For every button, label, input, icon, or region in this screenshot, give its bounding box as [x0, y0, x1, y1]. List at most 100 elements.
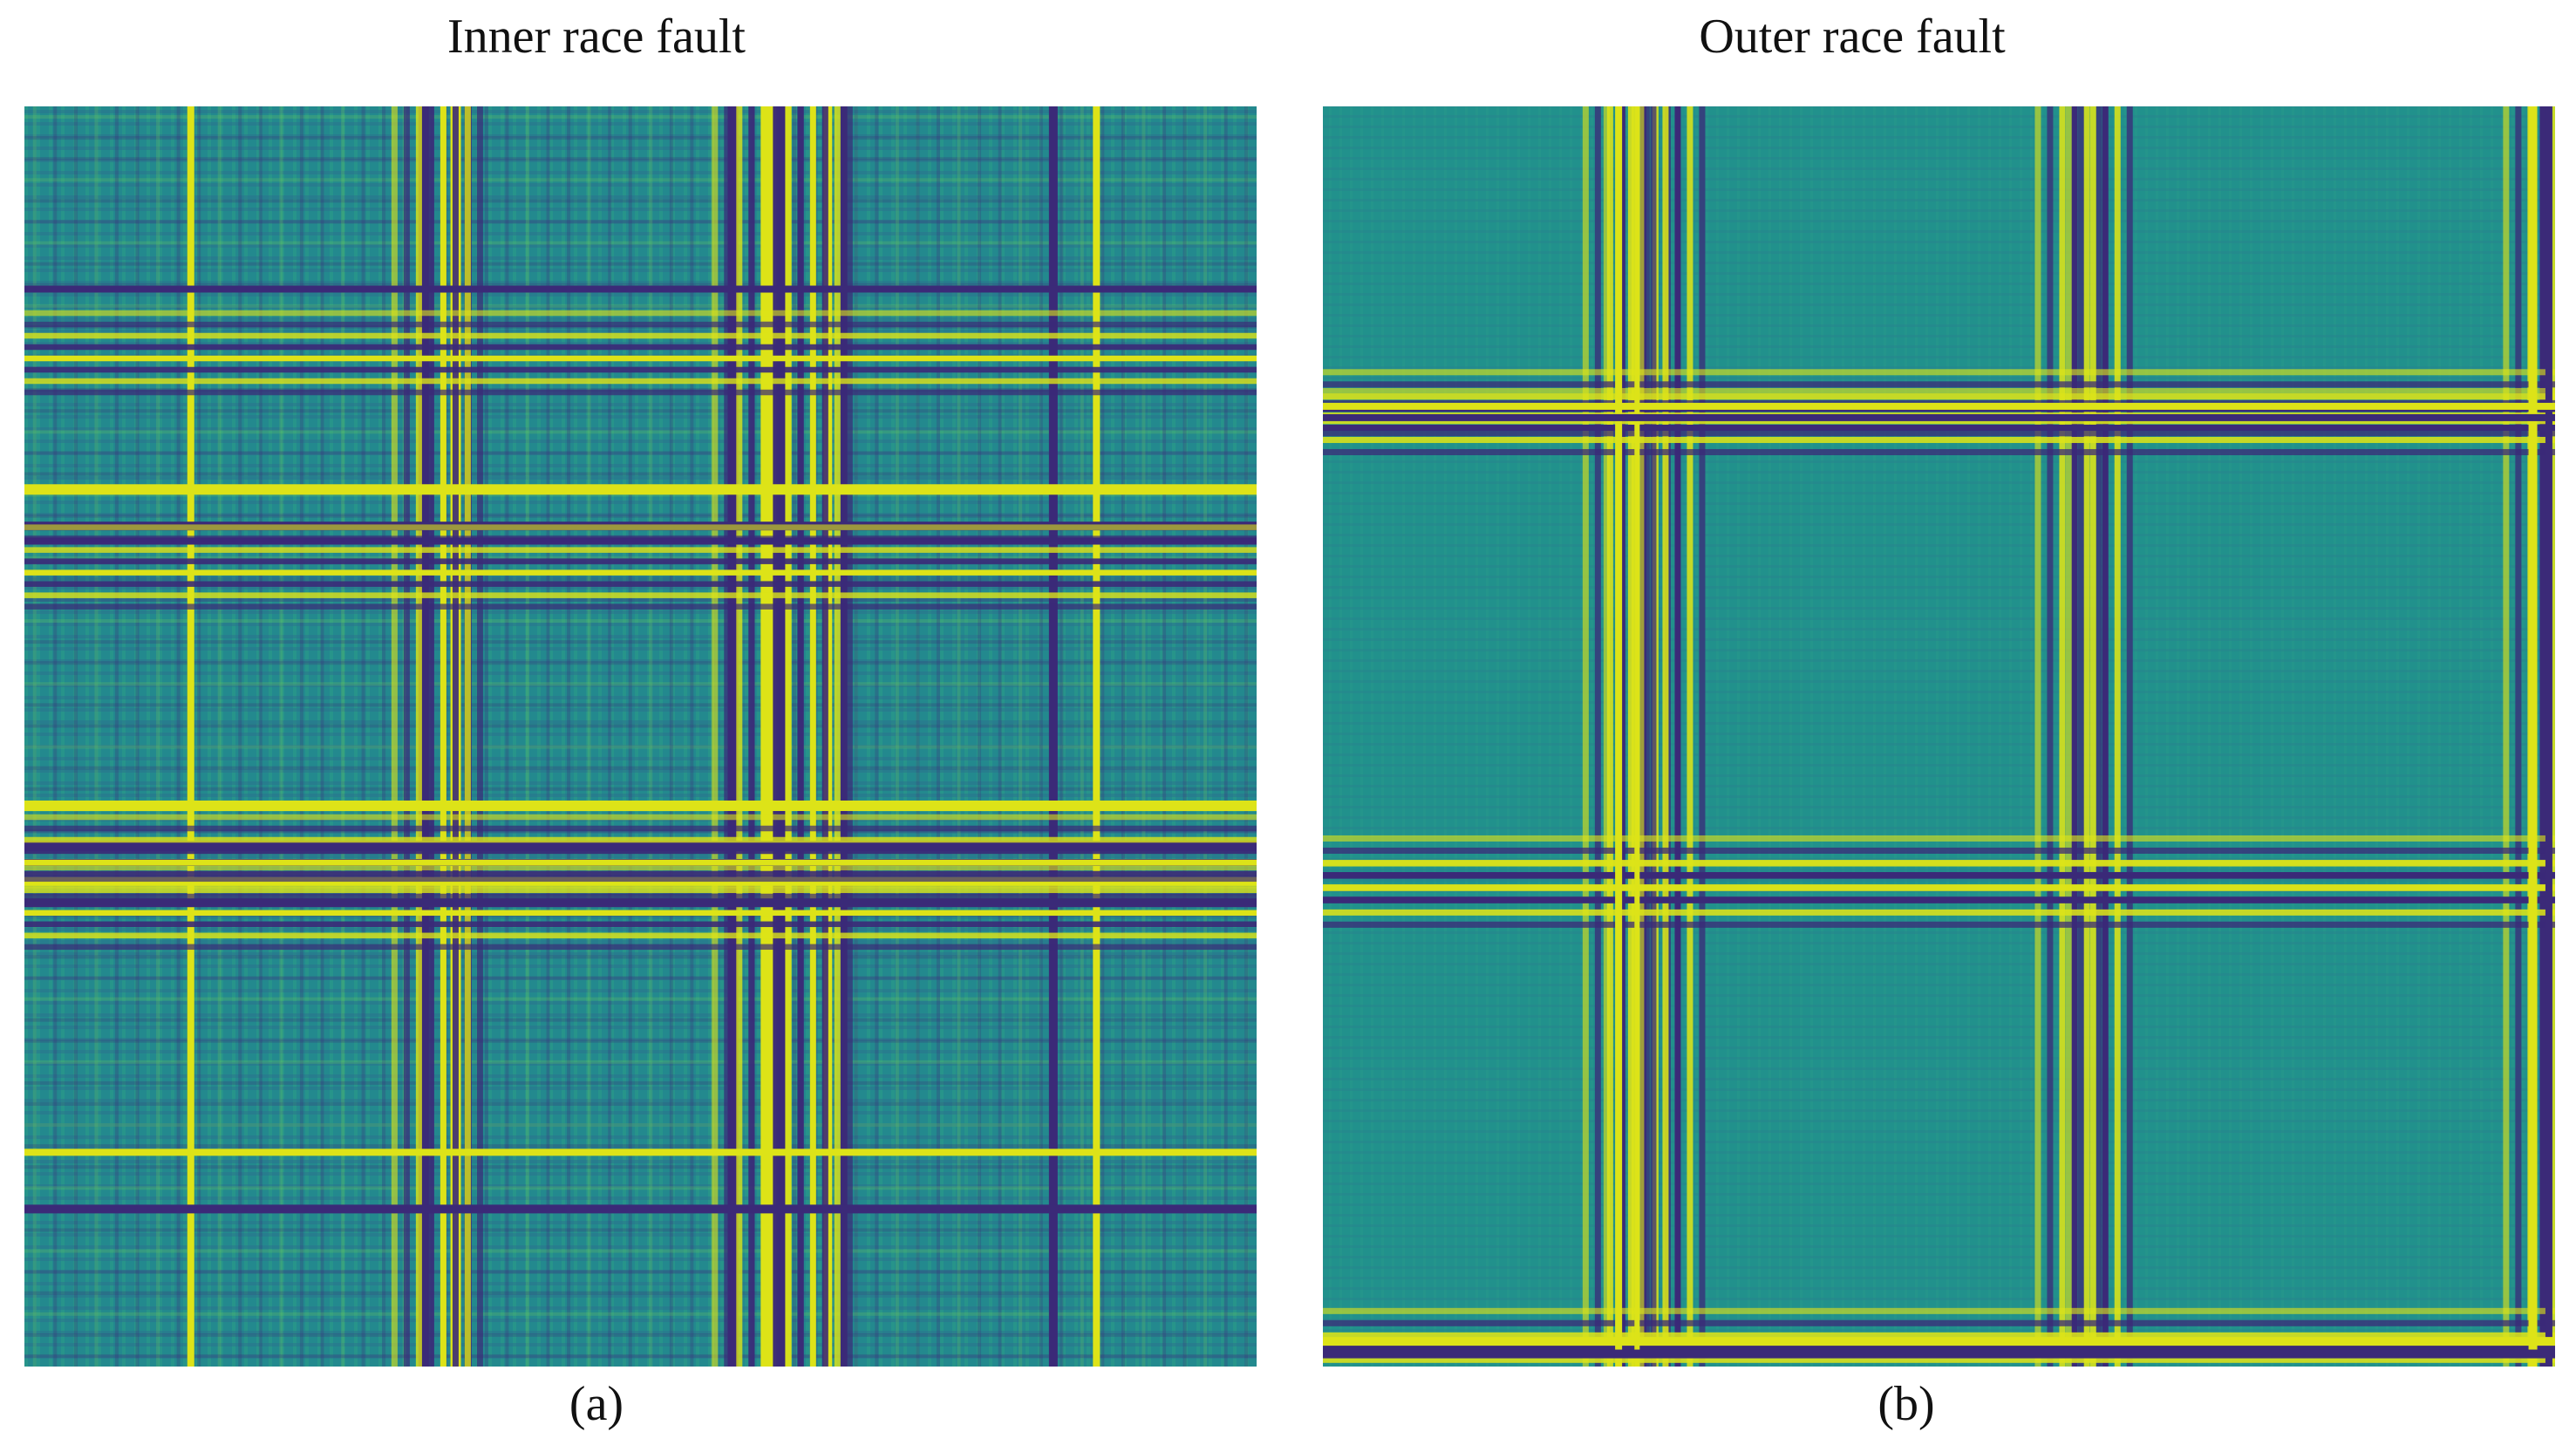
stripe [1323, 1332, 2555, 1339]
stripe [1323, 393, 2555, 400]
stripe [1582, 106, 1589, 1367]
stripe [727, 106, 739, 1367]
stripe [2126, 106, 2133, 1367]
stripe [24, 303, 1257, 308]
stripe [1093, 106, 1101, 1367]
stripe [1141, 106, 1146, 1367]
stripe [2102, 106, 2109, 1367]
stripe [24, 535, 1257, 542]
stripe [809, 106, 816, 1367]
stripe [24, 944, 1257, 951]
stripe [156, 106, 160, 1367]
stripe [361, 106, 365, 1367]
stripe [24, 430, 1257, 434]
stripe [24, 321, 1257, 328]
stripe [1203, 106, 1208, 1367]
stripe [24, 825, 1257, 832]
stripe [24, 703, 1257, 707]
stripe [187, 106, 194, 1367]
stripe [1019, 106, 1023, 1367]
stripe [793, 106, 797, 1367]
stripe [797, 106, 804, 1367]
stripe [24, 921, 1257, 928]
stripe [957, 106, 961, 1367]
stripe [24, 592, 1257, 598]
stripe [114, 106, 119, 1367]
stripe [1323, 448, 2555, 455]
stripe [1323, 387, 2555, 394]
stripe [24, 484, 1257, 495]
stripe [24, 514, 1257, 518]
stripe [24, 1039, 1257, 1043]
stripe [1323, 1344, 2555, 1351]
panel-title: Inner race fault [447, 10, 746, 64]
stripe [1323, 847, 2555, 854]
stripe [2564, 106, 2570, 1367]
stripe [24, 661, 1257, 665]
stripe [24, 932, 1257, 939]
stripe [382, 106, 386, 1367]
stripe [1594, 106, 1601, 1367]
stripe [1323, 413, 2555, 421]
stripe [608, 106, 612, 1367]
stripe [24, 1080, 1257, 1085]
stripe [1606, 106, 1613, 1367]
stripe [24, 409, 1257, 413]
stripe [24, 366, 1257, 373]
stripe [1323, 369, 2555, 376]
stripe [24, 787, 1257, 791]
stripe [1323, 896, 2555, 903]
stripe [1323, 1369, 2555, 1375]
stripe [1323, 1337, 2555, 1346]
stripe [24, 451, 1257, 455]
stripe [24, 220, 1257, 224]
stripe [341, 106, 345, 1367]
stripe [1039, 106, 1043, 1367]
stripe [24, 1312, 1257, 1316]
stripe [427, 106, 434, 1367]
stripe [24, 547, 1257, 553]
stripe [24, 157, 1257, 161]
stripe [24, 1123, 1257, 1128]
stripe [24, 581, 1257, 587]
stripe [1627, 106, 1634, 1367]
panel-caption: (b) [1877, 1377, 1934, 1431]
stripe [24, 1204, 1257, 1214]
stripe [1323, 884, 2555, 891]
stripe [24, 524, 1257, 530]
stripe [24, 766, 1257, 770]
stripe [24, 1270, 1257, 1274]
panel-caption: (a) [569, 1377, 624, 1431]
stripe [778, 106, 786, 1367]
stripe [1080, 106, 1084, 1367]
stripe [1162, 106, 1167, 1367]
stripe [1323, 424, 2555, 431]
stripe [24, 864, 1257, 871]
stripe [24, 1333, 1257, 1337]
stripe [24, 1291, 1257, 1295]
stripe [24, 199, 1257, 203]
stripe [391, 106, 398, 1367]
stripe [2077, 106, 2084, 1367]
stripe [2071, 106, 2078, 1367]
stripe [53, 106, 58, 1367]
stripe [24, 603, 1257, 610]
stripe [821, 106, 828, 1367]
stripe [24, 800, 1257, 811]
stripe [712, 106, 719, 1367]
stripe [1048, 106, 1058, 1367]
stripe [1638, 106, 1645, 1367]
stripe [587, 106, 591, 1367]
stripe [1323, 1349, 2555, 1359]
stripe [24, 882, 1257, 889]
stripe [760, 106, 767, 1367]
stripe [24, 898, 1257, 905]
stripe [736, 106, 743, 1367]
stripe [936, 106, 940, 1367]
stripe [24, 1249, 1257, 1253]
stripe [24, 876, 1257, 883]
stripe [440, 106, 446, 1367]
stripe [2096, 106, 2102, 1367]
stripe [2047, 106, 2054, 1367]
stripe [24, 389, 1257, 396]
